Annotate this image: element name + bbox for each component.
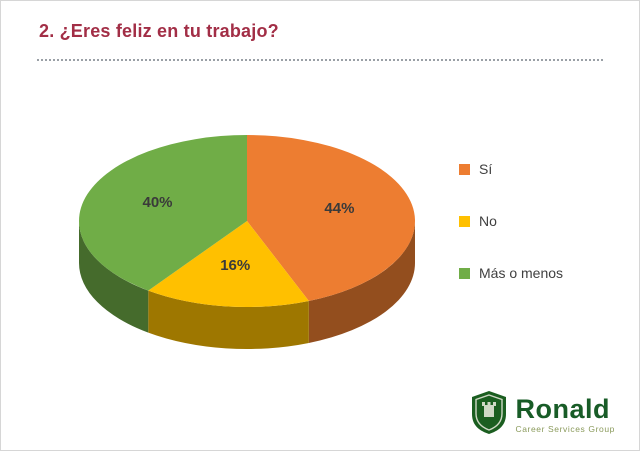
shield-icon: [470, 389, 508, 440]
legend-swatch-icon: [459, 267, 470, 279]
slice-value-label: 16%: [220, 257, 250, 274]
pie-chart-svg: 44% 16% 40%: [79, 135, 416, 349]
pie-chart-3d: 44% 16% 40%: [41, 97, 471, 397]
pie-slice-rim: [79, 221, 149, 333]
legend-swatch-icon: [459, 163, 470, 175]
legend-label: Sí: [479, 161, 493, 177]
pie-slice-no: [148, 221, 309, 307]
legend-item: No: [459, 213, 563, 229]
logo-tagline: Career Services Group: [515, 423, 615, 434]
page-title: 2. ¿Eres feliz en tu trabajo?: [39, 21, 279, 41]
legend-item: Sí: [459, 161, 563, 177]
legend-swatch-icon: [459, 215, 470, 227]
logo-text: Ronald Career Services Group: [515, 393, 615, 434]
legend-item: Más o menos: [459, 265, 563, 281]
dotted-separator: [37, 59, 603, 61]
pie-slice-m-s-o-menos: [79, 135, 247, 291]
slice-value-label: 40%: [143, 194, 173, 211]
pie-slice-rim: [308, 221, 415, 343]
logo-ronald: Ronald Career Services Group: [470, 389, 615, 440]
pie-slice-rim: [148, 290, 309, 349]
slice-value-label: 44%: [324, 200, 354, 217]
legend-label: Más o menos: [479, 265, 564, 281]
legend-label: No: [479, 213, 497, 229]
logo-name: Ronald: [515, 393, 610, 424]
chart-legend: Sí No Más o menos: [459, 161, 563, 317]
pie-slice-s-: [247, 135, 416, 301]
